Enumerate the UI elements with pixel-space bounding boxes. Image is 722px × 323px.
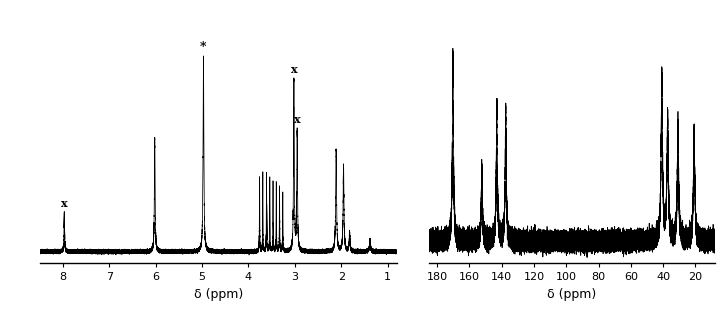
Text: *: * bbox=[200, 41, 206, 54]
Text: x: x bbox=[294, 114, 300, 125]
Text: x: x bbox=[290, 64, 297, 75]
X-axis label: δ (ppm): δ (ppm) bbox=[547, 288, 596, 301]
X-axis label: δ (ppm): δ (ppm) bbox=[193, 288, 243, 301]
Text: x: x bbox=[61, 198, 68, 209]
